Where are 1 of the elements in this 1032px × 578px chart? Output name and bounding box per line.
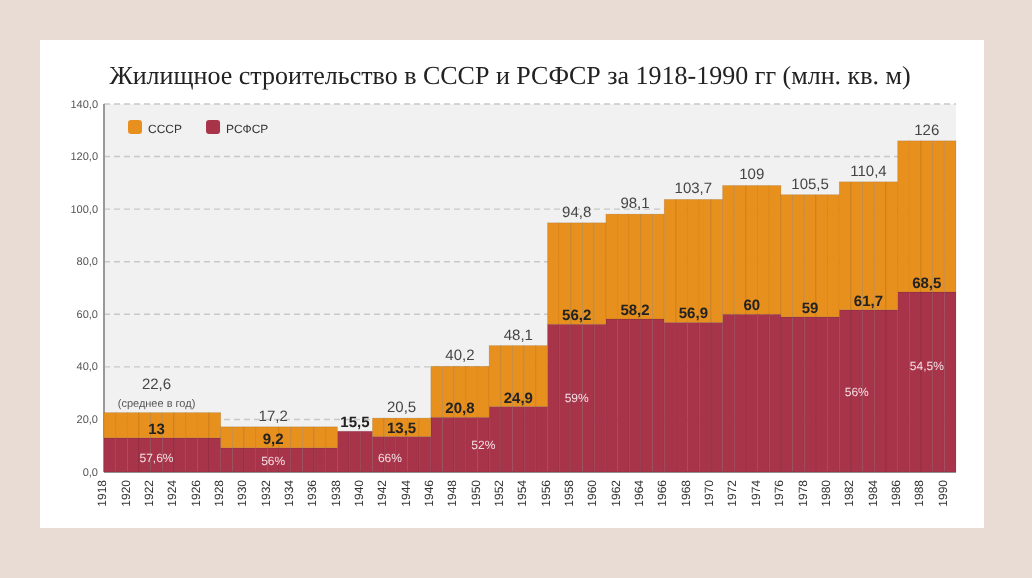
chart-title: Жилищное строительство в СССР и РСФСР за 1918-1990 гг (млн. кв. м) (109, 60, 911, 90)
